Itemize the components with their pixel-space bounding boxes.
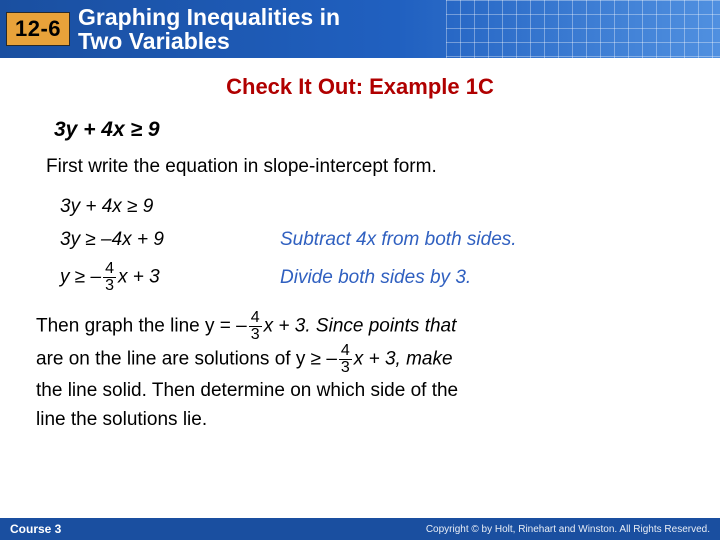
- problem-statement: 3y + 4x ≥ 9: [54, 116, 684, 144]
- step-1: 3y + 4x ≥ 9: [60, 194, 684, 220]
- para-line2b: x + 3, make: [354, 348, 453, 369]
- step-2-expr: 3y ≥ –4x + 9: [60, 227, 280, 253]
- lesson-title-line2: Two Variables: [78, 29, 340, 53]
- para-line4: line the solutions lie.: [36, 405, 684, 434]
- frac-den: 3: [249, 327, 262, 343]
- slide-content: Check It Out: Example 1C 3y + 4x ≥ 9 Fir…: [0, 58, 720, 445]
- para-frac-2: 43: [339, 343, 352, 376]
- example-heading: Check It Out: Example 1C: [36, 72, 684, 102]
- step-3-pre: y ≥ –: [60, 266, 101, 287]
- step-3: y ≥ –43x + 3 Divide both sides by 3.: [60, 261, 684, 294]
- lesson-header: 12-6 Graphing Inequalities in Two Variab…: [0, 0, 720, 58]
- para-line1a: Then graph the line y = –: [36, 315, 247, 336]
- frac-num: 4: [339, 343, 352, 360]
- slide-footer: Course 3 Copyright © by Holt, Rinehart a…: [0, 518, 720, 540]
- step-3-expr: y ≥ –43x + 3: [60, 261, 280, 294]
- frac-den: 3: [103, 278, 116, 294]
- frac-num: 4: [103, 261, 116, 278]
- lesson-number-badge: 12-6: [6, 12, 70, 46]
- copyright-text: Copyright © by Holt, Rinehart and Winsto…: [426, 524, 710, 535]
- step-1-expr: 3y + 4x ≥ 9: [60, 194, 280, 220]
- step-3-post: x + 3: [118, 266, 160, 287]
- para-line3: the line solid. Then determine on which …: [36, 376, 684, 405]
- frac-den: 3: [339, 360, 352, 376]
- header-grid-decor: [446, 0, 720, 58]
- step-3-note: Divide both sides by 3.: [280, 265, 471, 291]
- step-3-fraction: 43: [103, 261, 116, 294]
- para-frac-1: 43: [249, 310, 262, 343]
- lesson-title-line1: Graphing Inequalities in: [78, 5, 340, 29]
- explanation-paragraph: Then graph the line y = –43x + 3. Since …: [36, 310, 684, 435]
- lesson-title: Graphing Inequalities in Two Variables: [78, 5, 340, 53]
- intro-text: First write the equation in slope-interc…: [46, 154, 684, 180]
- frac-num: 4: [249, 310, 262, 327]
- para-line2a: are on the line are solutions of y ≥ –: [36, 348, 337, 369]
- course-label: Course 3: [10, 522, 61, 536]
- step-2: 3y ≥ –4x + 9 Subtract 4x from both sides…: [60, 227, 684, 253]
- step-2-note: Subtract 4x from both sides.: [280, 227, 517, 253]
- para-line1b: x + 3. Since points that: [264, 315, 457, 336]
